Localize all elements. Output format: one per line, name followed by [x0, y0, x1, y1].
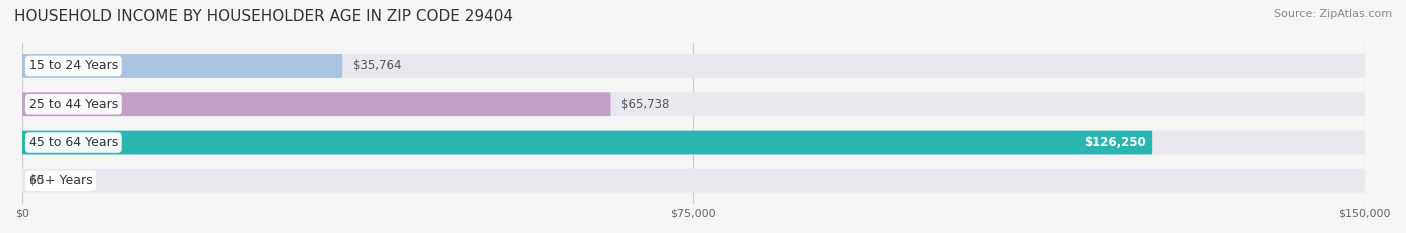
FancyBboxPatch shape — [22, 131, 1365, 154]
FancyBboxPatch shape — [22, 131, 1152, 154]
FancyBboxPatch shape — [22, 54, 1365, 78]
Text: $126,250: $126,250 — [1084, 136, 1146, 149]
Text: Source: ZipAtlas.com: Source: ZipAtlas.com — [1274, 9, 1392, 19]
Text: 25 to 44 Years: 25 to 44 Years — [28, 98, 118, 111]
FancyBboxPatch shape — [22, 54, 342, 78]
Text: HOUSEHOLD INCOME BY HOUSEHOLDER AGE IN ZIP CODE 29404: HOUSEHOLD INCOME BY HOUSEHOLDER AGE IN Z… — [14, 9, 513, 24]
Text: 65+ Years: 65+ Years — [28, 174, 93, 187]
Text: 45 to 64 Years: 45 to 64 Years — [28, 136, 118, 149]
FancyBboxPatch shape — [22, 169, 1365, 193]
FancyBboxPatch shape — [22, 92, 610, 116]
Text: $0: $0 — [28, 174, 44, 187]
Text: 15 to 24 Years: 15 to 24 Years — [28, 59, 118, 72]
Text: $35,764: $35,764 — [353, 59, 401, 72]
FancyBboxPatch shape — [22, 92, 1365, 116]
Text: $65,738: $65,738 — [621, 98, 669, 111]
